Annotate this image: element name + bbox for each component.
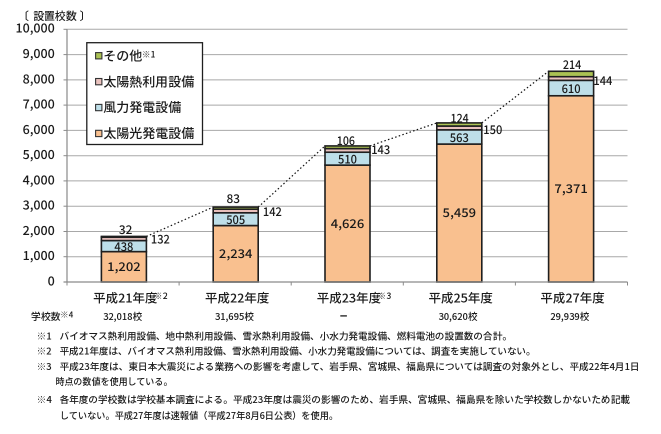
svg-text:1,000: 1,000 xyxy=(23,245,55,264)
svg-text:平成21年度は、バイオマス熱利用設備、雪氷熱利用設備、小水力: 平成21年度は、バイオマス熱利用設備、雪氷熱利用設備、小水力発電設備については、… xyxy=(60,344,536,358)
svg-text:610: 610 xyxy=(562,80,581,97)
svg-text:各年度の学校数は学校基本調査による。平成23年度は震災の影響: 各年度の学校数は学校基本調査による。平成23年度は震災の影響のため、岩手県、宮城… xyxy=(60,392,631,406)
svg-text:32,018校: 32,018校 xyxy=(103,309,142,323)
svg-text:太陽光発電設備: 太陽光発電設備 xyxy=(103,123,194,142)
svg-text:太陽熱利用設備: 太陽熱利用設備 xyxy=(103,71,194,90)
svg-text:32: 32 xyxy=(119,221,133,238)
svg-text:3,000: 3,000 xyxy=(23,195,55,214)
svg-text:505: 505 xyxy=(226,211,245,228)
svg-text:4,000: 4,000 xyxy=(23,169,55,188)
svg-text:7,000: 7,000 xyxy=(23,94,55,113)
svg-text:563: 563 xyxy=(450,129,469,146)
svg-text:31,695校: 31,695校 xyxy=(215,309,254,323)
svg-text:8,000: 8,000 xyxy=(23,68,55,87)
svg-text:2,234: 2,234 xyxy=(219,245,253,262)
svg-text:7,371: 7,371 xyxy=(554,180,588,197)
svg-text:していない。平成27年度は速報値（平成27年8月6日公表）を: していない。平成27年度は速報値（平成27年8月6日公表）を使用。 xyxy=(60,408,338,422)
svg-text:バイオマス熱利用設備、地中熱利用設備、雪氷熱利用設備、小水力: バイオマス熱利用設備、地中熱利用設備、雪氷熱利用設備、小水力発電設備、燃料電池の… xyxy=(60,328,513,342)
svg-text:10,000: 10,000 xyxy=(15,18,54,37)
svg-text:30,620校: 30,620校 xyxy=(438,309,477,323)
svg-text:438: 438 xyxy=(114,238,133,255)
svg-text:1,202: 1,202 xyxy=(107,258,141,275)
svg-text:※1: ※1 xyxy=(37,328,52,342)
svg-text:143: 143 xyxy=(371,141,390,158)
svg-text:2,000: 2,000 xyxy=(23,220,55,239)
svg-text:9,000: 9,000 xyxy=(23,43,55,62)
svg-text:平成23年度は、東日本大震災による業務への影響を考慮して、岩: 平成23年度は、東日本大震災による業務への影響を考慮して、岩手県、宮城県、福島県… xyxy=(60,359,640,373)
svg-text:144: 144 xyxy=(593,72,612,89)
svg-text:平成21年度: 平成21年度 xyxy=(93,288,158,307)
svg-text:6,000: 6,000 xyxy=(23,119,55,138)
svg-text:5,459: 5,459 xyxy=(443,204,477,221)
svg-text:平成27年度: 平成27年度 xyxy=(540,288,605,307)
svg-text:※3: ※3 xyxy=(37,359,52,373)
svg-text:214: 214 xyxy=(563,56,582,73)
svg-text:142: 142 xyxy=(263,203,282,220)
svg-text:設置校数: 設置校数 xyxy=(33,8,76,24)
svg-text:時点の数値を使用している。: 時点の数値を使用している。 xyxy=(56,374,173,388)
svg-text:平成23年度: 平成23年度 xyxy=(317,288,382,307)
svg-text:風力発電設備: 風力発電設備 xyxy=(103,97,181,116)
svg-text:4,626: 4,626 xyxy=(331,215,365,232)
svg-text:124: 124 xyxy=(451,110,469,127)
svg-text:平成22年度: 平成22年度 xyxy=(205,288,270,307)
svg-text:その他※1: その他※1 xyxy=(103,45,156,64)
svg-text:150: 150 xyxy=(483,121,502,138)
svg-text:0: 0 xyxy=(48,270,55,289)
svg-text:〕: 〕 xyxy=(80,8,91,24)
svg-text:〔: 〔 xyxy=(18,8,29,24)
svg-text:83: 83 xyxy=(227,190,241,207)
svg-text:5,000: 5,000 xyxy=(23,144,55,163)
svg-text:※4: ※4 xyxy=(37,392,53,406)
svg-text:510: 510 xyxy=(338,151,357,168)
svg-text:132: 132 xyxy=(151,231,170,248)
svg-text:※2: ※2 xyxy=(37,344,53,358)
svg-text:学校数※4: 学校数※4 xyxy=(31,309,73,323)
svg-text:※2: ※2 xyxy=(154,290,169,302)
svg-text:106: 106 xyxy=(337,132,355,149)
svg-text:平成25年度: 平成25年度 xyxy=(429,288,494,307)
svg-text:※3: ※3 xyxy=(378,290,391,302)
svg-text:29,939校: 29,939校 xyxy=(550,309,589,323)
